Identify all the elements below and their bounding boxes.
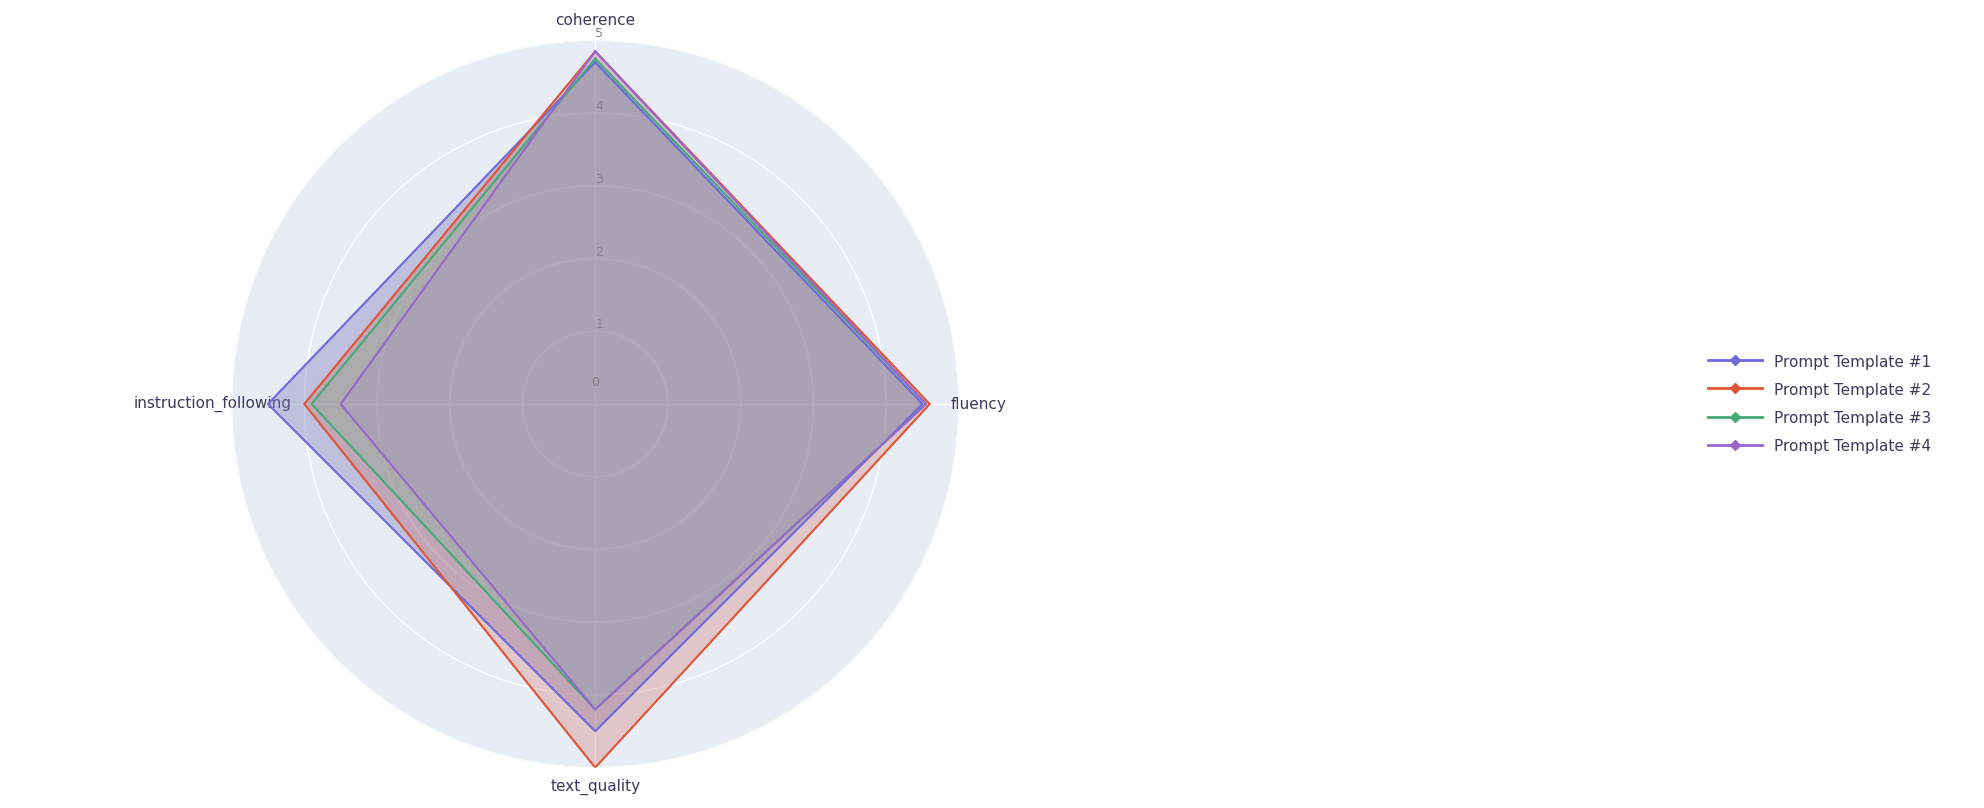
Text: 0: 0 [591,376,599,389]
Legend: Prompt Template #1, Prompt Template #2, Prompt Template #3, Prompt Template #4: Prompt Template #1, Prompt Template #2, … [1692,339,1946,469]
Polygon shape [304,52,930,768]
Polygon shape [311,58,927,709]
Polygon shape [341,52,927,709]
Polygon shape [268,62,923,731]
